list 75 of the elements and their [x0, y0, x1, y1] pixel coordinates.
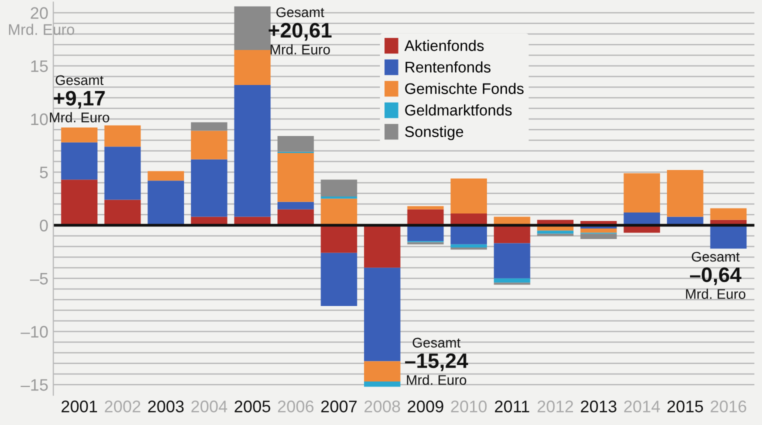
x-tick-label: 2013 — [580, 400, 616, 412]
bar — [278, 202, 314, 210]
bar — [494, 243, 530, 278]
bar — [190, 122, 228, 131]
bar — [364, 268, 400, 362]
bar — [61, 128, 98, 142]
x-tick-label: 2006 — [278, 400, 314, 412]
x-tick-label: 2008 — [364, 400, 400, 412]
bar — [190, 159, 228, 217]
x-tick-label: 2015 — [667, 400, 703, 412]
x-tick-label: 2016 — [710, 400, 746, 412]
legend-label: Aktienfonds — [404, 40, 484, 52]
bar — [580, 234, 617, 240]
x-tick-label: 2010 — [451, 400, 487, 412]
x-tick-label: 2003 — [148, 400, 184, 412]
legend-label: Sonstige — [405, 126, 464, 140]
bar — [407, 225, 444, 242]
y-tick-label: 10 — [31, 113, 48, 126]
bar — [580, 228, 617, 233]
y-tick-label: 20 — [30, 7, 48, 19]
bar — [407, 209, 444, 226]
bar — [320, 180, 358, 197]
x-tick-label: 2014 — [624, 400, 660, 412]
x-tick-label: 2005 — [234, 400, 270, 412]
bar — [61, 180, 98, 226]
y-tick-label: –5 — [30, 272, 48, 285]
legend-label: Geldmarktfonds — [405, 104, 512, 116]
legend-label: Gemischte Fonds — [405, 82, 524, 94]
annotation: Gesamt –0,64 Mrd. Euro — [686, 252, 746, 299]
annotation: Gesamt +9,17 Mrd. Euro — [50, 75, 110, 122]
bar — [710, 208, 747, 220]
annotation: Gesamt +20,61 Mrd. Euro — [268, 7, 332, 54]
bar — [320, 198, 358, 226]
bar — [494, 278, 530, 283]
bar — [364, 361, 400, 382]
bar — [278, 153, 314, 202]
y-axis-title: Mrd. Euro — [9, 24, 74, 35]
bar — [278, 209, 314, 226]
bar — [104, 146, 141, 200]
bar — [61, 142, 98, 180]
x-tick-label: 2011 — [494, 400, 530, 412]
x-tick-label: 2007 — [321, 400, 357, 412]
annotation: Gesamt –15,24 Mrd. Euro — [405, 338, 468, 385]
y-tick-label: 0 — [40, 220, 48, 232]
bar — [234, 50, 271, 85]
bar — [407, 206, 444, 210]
bar — [710, 225, 747, 249]
bar — [148, 180, 184, 226]
bar — [320, 225, 358, 253]
bar — [364, 381, 400, 387]
legend-label: Rentenfonds — [406, 61, 490, 73]
x-tick-label: 2001 — [62, 400, 98, 412]
bar — [450, 244, 487, 248]
bar — [666, 170, 704, 217]
bar — [450, 225, 487, 244]
bar — [104, 125, 141, 147]
y-tick-label: –15 — [20, 379, 48, 391]
bar — [148, 171, 184, 181]
x-tick-label: 2009 — [408, 400, 444, 412]
bar — [624, 173, 660, 212]
x-tick-label: 2004 — [191, 400, 228, 412]
x-tick-label: 2002 — [104, 400, 140, 412]
y-tick-label: –10 — [20, 326, 48, 338]
bar — [450, 178, 487, 214]
bar — [104, 200, 141, 226]
bar — [494, 225, 530, 244]
y-tick-label: 5 — [40, 166, 48, 178]
bar — [190, 130, 228, 160]
bar — [320, 252, 358, 306]
y-tick-label: 15 — [31, 60, 48, 72]
x-tick-label: 2012 — [538, 400, 574, 412]
bar — [364, 225, 400, 268]
bar — [278, 136, 314, 152]
bar — [537, 230, 574, 234]
bar — [234, 85, 271, 217]
